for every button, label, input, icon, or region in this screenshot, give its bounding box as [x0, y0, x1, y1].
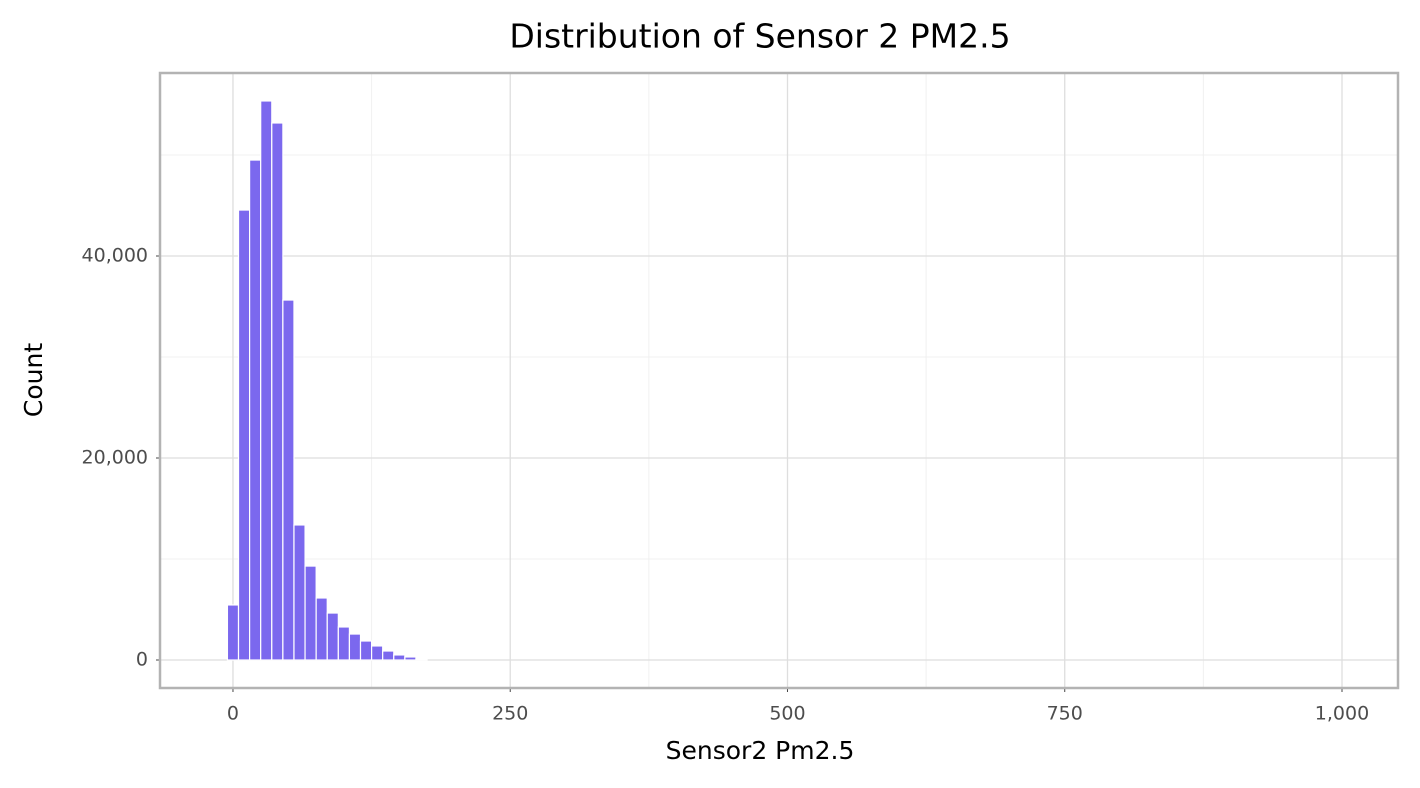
bar — [415, 658, 428, 661]
x-tick-label: 0 — [227, 703, 239, 725]
x-axis-title: Sensor2 Pm2.5 — [666, 736, 855, 765]
y-tick-label: 20,000 — [82, 447, 148, 469]
bar — [393, 654, 406, 661]
x-tick-label: 250 — [492, 703, 528, 725]
bar — [337, 626, 351, 661]
bar — [226, 604, 240, 661]
bar — [293, 524, 306, 661]
x-tick-label: 750 — [1047, 703, 1083, 725]
bar — [260, 100, 273, 661]
plot-border — [158, 71, 1400, 690]
bar — [359, 640, 373, 661]
chart-title: Distribution of Sensor 2 PM2.5 — [509, 17, 1010, 56]
bar — [315, 597, 328, 661]
bar — [237, 209, 251, 661]
bar — [404, 656, 417, 661]
bar — [326, 612, 339, 661]
plot-background — [160, 73, 1398, 688]
x-tick-label: 500 — [769, 703, 805, 725]
y-tick-label: 40,000 — [82, 245, 148, 267]
y-axis-title: Count — [19, 343, 48, 417]
bar — [282, 299, 295, 661]
bar — [271, 122, 284, 661]
bar — [348, 633, 362, 661]
bar — [371, 645, 384, 661]
x-tick-label: 1,000 — [1315, 703, 1369, 725]
bar — [382, 650, 395, 661]
bar — [304, 565, 317, 661]
y-tick-label: 0 — [136, 649, 148, 671]
bar — [249, 159, 262, 661]
